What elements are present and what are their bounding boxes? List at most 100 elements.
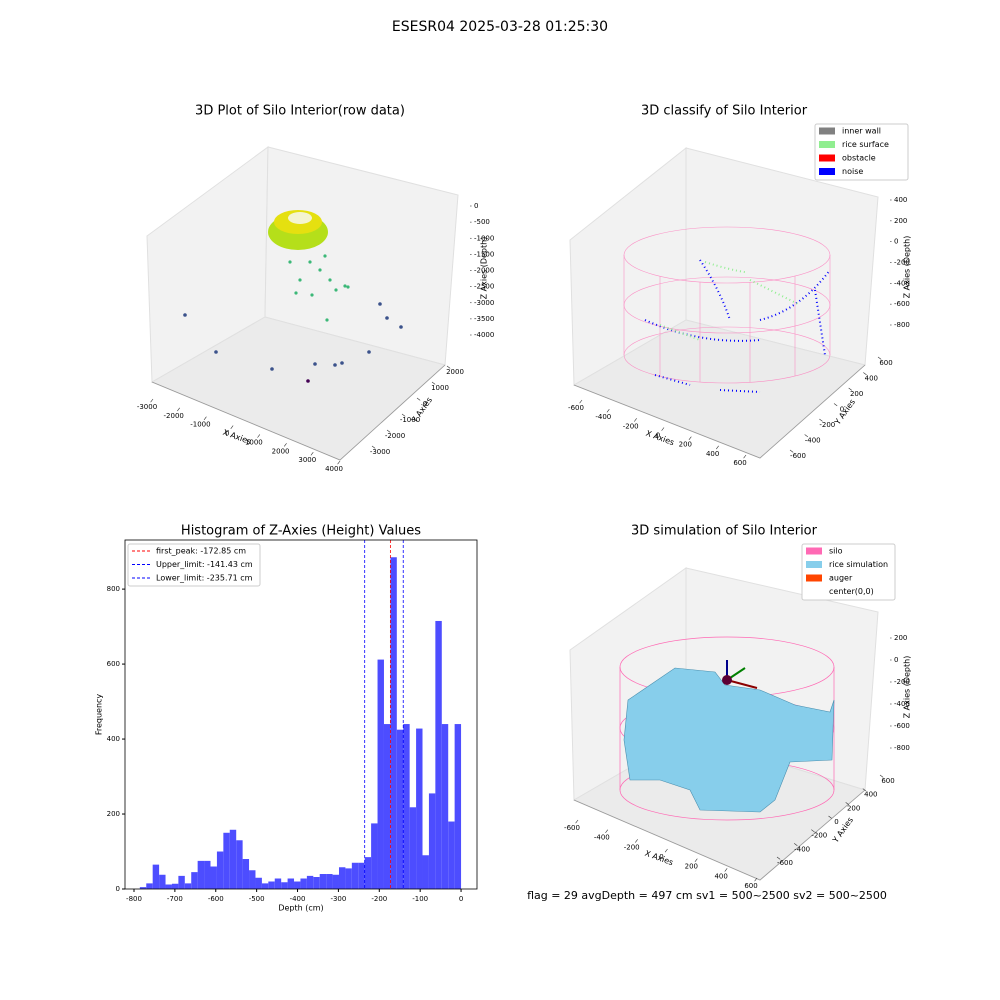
bar [435,620,442,889]
x-tick-label: 2000 [272,447,290,455]
x-tick-label: 600 [733,459,746,467]
tick-mark [724,868,728,872]
tick-mark [694,858,698,863]
tick-mark [793,843,798,846]
z-axis-label: Z Axies (Depth) [903,656,912,719]
x-tick-label: -200 [624,843,640,851]
legend-label: Lower_limit: -235.71 cm [156,574,253,583]
bar [306,875,314,889]
bar [236,840,243,889]
z-tick-label: -2000 [474,267,494,275]
tick-mark [833,403,838,407]
bar [191,872,198,889]
legend-label: auger [829,574,853,583]
y-tick-label: -600 [777,859,793,867]
chart-title: 3D Plot of Silo Interior(row data) [195,104,405,119]
legend-swatch [819,127,835,135]
z-tick-label: 0 [894,656,898,664]
bar [165,884,172,889]
bar [274,878,282,889]
z-tick-label: -3500 [474,315,494,323]
x-tick-label: 600 [744,882,757,890]
bar [428,793,436,889]
bar [332,874,339,889]
tick-mark [386,429,391,433]
x-tick-label: -2000 [164,412,184,420]
x-tick-label: 4000 [325,465,343,473]
x-tick-label: -700 [167,895,183,903]
y-tick-label: 2000 [446,368,464,376]
tick-mark [310,451,314,456]
z-tick-label: -2500 [474,283,494,291]
z-tick-label: -600 [894,722,910,730]
tick-mark [257,434,261,438]
bar [345,868,352,889]
bar [294,881,301,889]
bar [338,867,346,889]
x-tick-label: -600 [568,404,584,412]
tick-mark [863,372,867,376]
x-tick-label: -400 [595,413,611,421]
legend-box [801,543,896,601]
tick-mark [716,445,719,450]
bar [390,557,397,889]
figure-title: ESESR04 2025-03-28 01:25:30 [392,19,608,35]
bar [216,851,224,889]
legend-box [127,543,261,587]
bar [403,724,410,889]
y-tick-label: -3000 [370,448,390,456]
chart-title: Histogram of Z-Axies (Height) Values [181,524,421,539]
tick-mark [845,802,850,805]
y-tick-label: 400 [864,791,877,799]
y-tick-label: 1000 [431,384,449,392]
z-tick-label: 200 [894,634,907,642]
x-tick-label: -300 [330,895,346,903]
z-tick-label: 0 [474,202,478,210]
x-tick-label: -800 [126,895,142,903]
bar [223,832,230,889]
legend-label: noise [842,167,863,176]
tick-mark [150,398,154,403]
tick-mark [661,427,665,431]
tick-mark [828,815,832,819]
plot2-box [569,146,879,459]
bar [268,881,275,889]
y-axis-label: Y Axies [409,396,434,426]
x-tick-label: -3000 [137,403,157,411]
tick-mark [688,436,692,441]
y-tick-label: 400 [865,375,878,383]
y-tick-label: -400 [794,845,810,853]
bar [448,821,455,889]
y-tick-label: 200 [847,804,860,812]
z-tick-label: 0 [894,238,898,246]
tick-mark [431,381,436,385]
x-tick-label: -500 [249,895,265,903]
bar [197,860,205,889]
tick-mark [862,788,867,792]
z-tick-label: -4000 [474,331,494,339]
tick-mark [177,407,180,412]
plot4-box [569,567,879,881]
y-tick-label: 0 [423,400,427,408]
y-tick-label: 0 [840,406,844,414]
x-tick-label: -600 [208,895,224,903]
x-tick-label: 1000 [245,438,263,446]
bar [300,878,307,889]
tick-mark [337,460,341,465]
tick-mark [575,819,579,824]
bar [422,855,429,889]
bar [204,860,211,889]
y-tick-label: -200 [819,421,835,429]
x-tick-label: 200 [685,863,698,871]
z-tick-label: -200 [894,259,910,267]
chart-title: 3D classify of Silo Interior [641,104,808,119]
z-tick-label: -1500 [474,250,494,258]
tick-mark [879,774,884,778]
y-tick-label: 200 [107,810,120,818]
z-tick-label: -400 [894,700,910,708]
bar [383,724,391,889]
x-tick-label: 400 [706,450,719,458]
legend-label: obstacle [842,154,876,163]
tick-mark [754,877,758,882]
